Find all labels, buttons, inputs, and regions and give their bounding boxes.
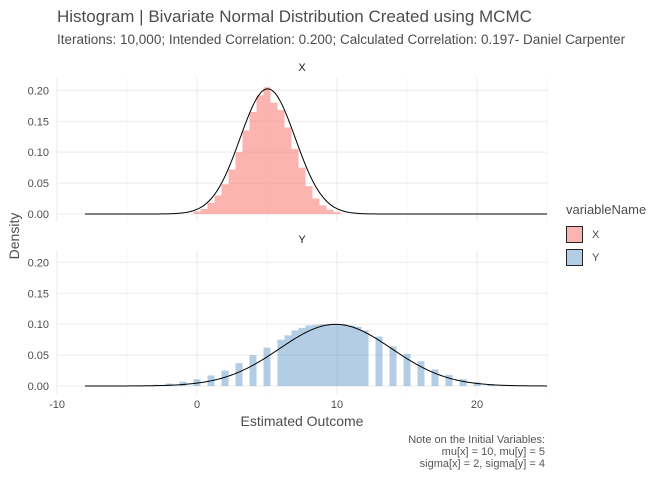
legend-label-x: X <box>592 228 600 241</box>
histogram-bar <box>270 102 278 214</box>
y-tick-label: 0.00 <box>28 381 49 393</box>
y-tick-label: 0.05 <box>28 350 49 362</box>
histogram-bar <box>347 325 355 386</box>
chart-subtitle: Iterations: 10,000; Intended Correlation… <box>57 32 626 47</box>
histogram-bar <box>193 211 201 214</box>
histogram-bar <box>277 339 285 386</box>
histogram-bar <box>221 184 229 214</box>
histogram-bar <box>263 87 271 214</box>
histogram-bar <box>193 379 201 386</box>
legend-key-x <box>566 226 583 243</box>
y-tick-label: 0.05 <box>28 178 49 190</box>
histogram-bar <box>305 325 313 386</box>
legend: variableName X Y <box>566 202 646 269</box>
density-curve <box>85 323 547 387</box>
histogram-bar <box>305 186 313 214</box>
histogram-bar <box>333 324 341 386</box>
x-tick-label: 0 <box>194 399 200 411</box>
histogram-bar <box>235 363 243 386</box>
y-tick-label: 0.10 <box>28 147 49 159</box>
histogram-bar <box>445 374 453 386</box>
histogram-bar <box>312 198 320 214</box>
histogram-bar <box>375 336 383 386</box>
histogram-bar <box>298 167 306 214</box>
histogram-bar <box>333 212 341 214</box>
facet-strip-label: Y <box>298 234 306 246</box>
histogram-bar <box>319 324 327 386</box>
histogram-bar <box>242 130 250 214</box>
histogram-bar <box>284 127 292 214</box>
legend-item-y: Y <box>566 246 646 269</box>
caption-note: Note on the Initial Variables: mu[x] = 1… <box>408 434 545 470</box>
x-tick-label: 20 <box>471 399 483 411</box>
histogram-bar <box>277 110 285 214</box>
facet-strip-label: X <box>298 62 306 74</box>
histogram-bar <box>326 324 334 386</box>
histogram-bar <box>431 369 439 386</box>
caption-line-1: Note on the Initial Variables: <box>408 434 545 446</box>
x-tick-label: 10 <box>331 399 343 411</box>
y-tick-label: 0.20 <box>28 85 49 97</box>
y-tick-label: 0.00 <box>28 209 49 221</box>
legend-item-x: X <box>566 223 646 246</box>
histogram-bar <box>249 112 257 214</box>
chart-title: Histogram | Bivariate Normal Distributio… <box>57 7 532 26</box>
histogram-bar <box>473 382 481 386</box>
legend-title: variableName <box>566 202 647 217</box>
histogram-bar <box>200 209 208 214</box>
histogram-bar <box>235 152 243 214</box>
histogram-bar <box>249 355 257 386</box>
x-axis-title: Estimated Outcome <box>241 413 364 429</box>
histogram-bar <box>326 209 334 214</box>
histogram-bar <box>459 379 467 386</box>
y-tick-label: 0.15 <box>28 288 49 300</box>
caption-line-3: sigma[x] = 2, sigma[y] = 4 <box>419 458 545 470</box>
histogram-bar <box>361 330 369 386</box>
histogram-bar <box>319 205 327 214</box>
legend-key-y <box>566 249 583 266</box>
histogram-bar <box>298 327 306 386</box>
histogram-bar <box>340 324 348 386</box>
histogram-bar <box>221 370 229 386</box>
histogram-bar <box>179 381 187 386</box>
histogram-bar <box>291 330 299 386</box>
legend-label-y: Y <box>592 251 600 264</box>
caption-line-2: mu[x] = 10, mu[y] = 5 <box>441 446 545 458</box>
histogram-bar <box>263 347 271 386</box>
histogram-bar <box>417 361 425 386</box>
histogram-bar <box>312 324 320 386</box>
y-axis-title: Density <box>6 213 22 260</box>
histogram-bar <box>256 95 264 214</box>
histogram-bar <box>389 346 397 386</box>
histogram-bar <box>403 353 411 386</box>
histogram-bar <box>207 202 215 214</box>
density-curve <box>85 88 547 215</box>
y-tick-label: 0.15 <box>28 116 49 128</box>
y-tick-label: 0.20 <box>28 257 49 269</box>
histogram-bar <box>354 326 362 386</box>
x-tick-label: -10 <box>49 399 65 411</box>
histogram-bar <box>284 335 292 386</box>
y-tick-label: 0.10 <box>28 319 49 331</box>
histogram-bar <box>291 149 299 214</box>
histogram-bar <box>228 169 236 214</box>
histogram-bar <box>214 195 222 214</box>
